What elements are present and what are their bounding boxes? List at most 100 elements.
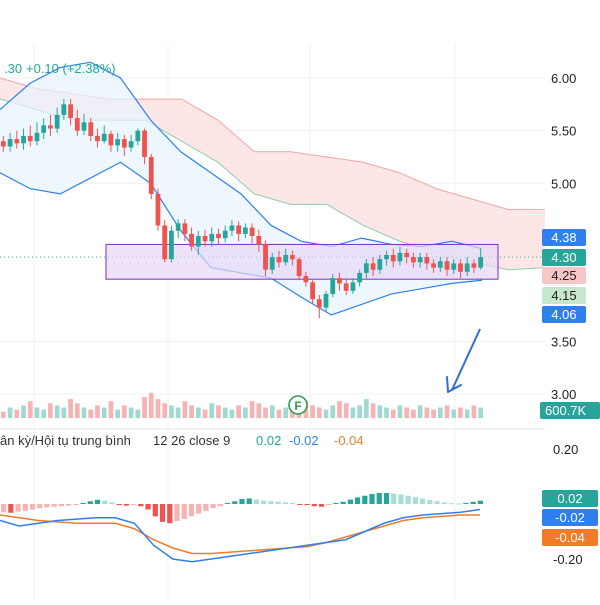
candle-body bbox=[390, 254, 396, 262]
price-axis: 6.00 5.50 5.00 3.50 3.00 bbox=[551, 71, 576, 402]
candle-body bbox=[216, 233, 221, 239]
macd-tag-label: -0.04 bbox=[555, 530, 585, 545]
macd-histogram-bar bbox=[152, 504, 158, 517]
volume-bar bbox=[101, 407, 107, 418]
candle-body bbox=[451, 263, 457, 270]
macd-histogram-bar bbox=[282, 502, 288, 504]
volume-bar bbox=[424, 407, 430, 418]
macd-histogram-bar bbox=[275, 501, 281, 504]
macd-histogram-bar bbox=[470, 501, 476, 504]
volume-bar bbox=[169, 405, 174, 418]
macd-histogram-bar bbox=[116, 504, 122, 506]
price-tick-label: 6.00 bbox=[551, 71, 576, 86]
macd-histogram-bar bbox=[253, 499, 260, 504]
macd-histogram-bar bbox=[15, 504, 21, 512]
volume-bar bbox=[478, 407, 483, 418]
macd-histogram-bar bbox=[369, 494, 375, 504]
volume-bar bbox=[357, 405, 362, 418]
macd-histogram-bar bbox=[326, 504, 332, 506]
macd-histogram-bar bbox=[477, 500, 483, 504]
volume-bar bbox=[384, 407, 389, 418]
volume-bar bbox=[458, 407, 463, 418]
volume-bar bbox=[195, 407, 201, 418]
macd-tag-box bbox=[542, 490, 598, 507]
macd-histogram-bar bbox=[109, 502, 115, 504]
candle-body bbox=[81, 122, 87, 131]
price-tick-label: 3.00 bbox=[551, 387, 576, 402]
candle-body bbox=[21, 135, 26, 144]
volume-bar bbox=[122, 405, 127, 418]
candle-body bbox=[202, 236, 208, 242]
candle-body bbox=[101, 133, 107, 142]
macd-indicator-label[interactable]: ân kỳ/Hội tụ trung bình bbox=[0, 433, 131, 448]
volume-bar bbox=[108, 401, 114, 418]
candle-body bbox=[283, 254, 289, 263]
volume-bar bbox=[115, 409, 120, 418]
candle-body bbox=[0, 141, 6, 147]
volume-bar bbox=[390, 409, 396, 418]
macd-histogram-bar bbox=[224, 502, 231, 504]
candle-body bbox=[95, 135, 100, 142]
macd-histogram-bar bbox=[58, 504, 65, 507]
volume-bar bbox=[21, 405, 26, 418]
volume-bar bbox=[276, 409, 282, 418]
volume-tag-label: 600.7K bbox=[545, 403, 587, 418]
macd-histogram-bar bbox=[412, 497, 418, 504]
macd-histogram-bar bbox=[66, 504, 72, 506]
volume-bar bbox=[444, 405, 450, 418]
candle-body bbox=[189, 233, 194, 247]
candle-body bbox=[464, 263, 470, 272]
macd-histogram-bar bbox=[376, 493, 382, 504]
macd-histogram-bar bbox=[232, 501, 238, 504]
candle-body bbox=[343, 283, 349, 291]
volume-bar bbox=[155, 399, 161, 418]
candle-body bbox=[478, 257, 484, 268]
price-tag-label: 4.25 bbox=[551, 268, 576, 283]
macd-histogram-bar bbox=[419, 498, 426, 504]
candle-body bbox=[384, 254, 389, 260]
candle-body bbox=[357, 272, 363, 283]
volume-bar bbox=[202, 409, 208, 418]
volume-bar bbox=[229, 409, 235, 418]
macd-histogram-bar bbox=[456, 503, 462, 505]
macd-histogram-bar bbox=[217, 504, 223, 507]
volume-bar bbox=[128, 407, 134, 418]
volume-bar bbox=[209, 403, 215, 418]
volume-bar bbox=[343, 403, 349, 418]
candle-body bbox=[363, 263, 369, 273]
volume-bar bbox=[310, 405, 315, 418]
volume-bar bbox=[222, 407, 228, 418]
macd-signal-value: -0.04 bbox=[334, 433, 364, 448]
macd-histogram-bar bbox=[73, 504, 79, 506]
macd-histogram-bar bbox=[383, 493, 390, 504]
macd-histogram-bar bbox=[340, 501, 346, 504]
macd-histogram-bar bbox=[311, 504, 317, 507]
macd-histogram-bar bbox=[138, 504, 144, 507]
macd-histogram bbox=[1, 493, 483, 524]
volume-bar bbox=[451, 409, 457, 418]
macd-histogram-bar bbox=[123, 504, 130, 506]
candle-body bbox=[155, 193, 161, 226]
volume-bar bbox=[68, 399, 73, 418]
macd-tag-label: 0.02 bbox=[557, 491, 582, 506]
volume-bar bbox=[256, 403, 262, 418]
macd-histogram-bar bbox=[167, 504, 173, 524]
macd-tag-label: -0.02 bbox=[555, 510, 585, 525]
candle-body bbox=[249, 227, 255, 236]
candle-body bbox=[121, 139, 127, 148]
volume-bar bbox=[54, 405, 60, 418]
candle-body bbox=[74, 118, 80, 131]
candle-body bbox=[169, 230, 174, 260]
macd-tag-box bbox=[542, 529, 598, 546]
price-change-text: +0.10 (+2.38%) bbox=[26, 61, 116, 76]
macd-signal-line bbox=[0, 514, 480, 555]
volume-series bbox=[1, 392, 483, 418]
volume-bar bbox=[316, 407, 322, 418]
candle-body bbox=[34, 132, 40, 142]
candle-body bbox=[242, 227, 248, 234]
candle-body bbox=[303, 276, 309, 283]
volume-bar bbox=[350, 407, 356, 418]
macd-histogram-bar bbox=[434, 501, 440, 504]
volume-tag-box bbox=[540, 402, 600, 419]
